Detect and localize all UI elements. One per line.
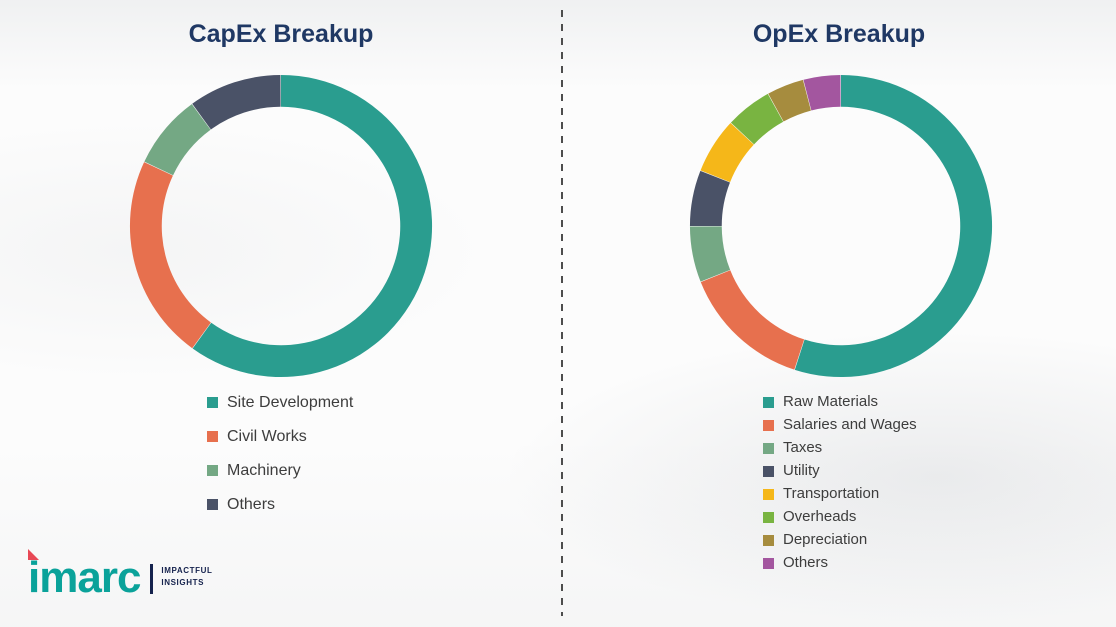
legend-item: Salaries and Wages: [763, 416, 917, 434]
legend-swatch: [207, 431, 218, 442]
logo-brand-text: imarc: [28, 549, 141, 602]
legend-swatch: [763, 465, 774, 477]
legend-label: Machinery: [227, 462, 301, 479]
legend-label: Civil Works: [227, 428, 307, 445]
legend-item: Taxes: [763, 439, 917, 457]
legend-swatch: [763, 442, 774, 454]
donut-segment: [192, 74, 433, 378]
legend-label: Depreciation: [783, 531, 868, 548]
legend-item: Others: [207, 494, 353, 515]
legend-swatch: [763, 557, 774, 569]
legend-label: Others: [783, 554, 829, 571]
legend-swatch: [763, 511, 774, 523]
legend-swatch: [207, 397, 218, 408]
legend-label: Transportation: [783, 485, 880, 502]
donut-segment: [803, 74, 841, 111]
legend-item: Others: [763, 554, 917, 572]
donut-segment: [144, 104, 211, 176]
logo-brand-word: imarc: [28, 553, 141, 602]
donut-segment: [129, 162, 211, 349]
legend-label: Overheads: [783, 508, 857, 525]
logo-tagline-line1: IMPACTFUL: [161, 566, 213, 575]
logo-divider-bar: [150, 564, 154, 594]
legend-swatch: [207, 499, 218, 510]
legend-item: Depreciation: [763, 531, 917, 549]
donut-segment: [700, 122, 754, 183]
legend-label: Taxes: [783, 439, 823, 456]
legend-label: Site Development: [227, 394, 354, 411]
logo-tagline-line2: INSIGHTS: [161, 577, 205, 587]
opex-chart-title: OpEx Breakup: [752, 20, 926, 48]
donut-segment: [730, 93, 784, 145]
donut-segment: [192, 74, 281, 130]
legend-item: Transportation: [763, 485, 917, 503]
capex-chart-title: CapEx Breakup: [188, 20, 374, 48]
legend-item: Utility: [763, 462, 917, 480]
logo-triangle-icon: [28, 549, 39, 560]
legend-swatch: [763, 396, 774, 408]
opex-donut-chart: [682, 67, 1000, 385]
legend-label: Utility: [783, 462, 820, 479]
legend-swatch: [763, 488, 774, 500]
donut-segment: [689, 226, 731, 282]
opex-legend: Raw Materials Salaries and Wages Taxes U…: [763, 393, 917, 577]
donut-segment: [768, 79, 811, 122]
vertical-dashed-divider: [561, 10, 563, 616]
legend-item: Site Development: [207, 392, 353, 413]
imarc-logo: imarc IMPACTFUL INSIGHTS: [28, 549, 212, 602]
legend-label: Others: [227, 496, 276, 513]
donut-segment: [689, 170, 730, 226]
legend-swatch: [763, 534, 774, 546]
legend-swatch: [207, 465, 218, 476]
capex-legend: Site Development Civil Works Machinery O…: [207, 392, 353, 528]
legend-item: Civil Works: [207, 426, 353, 447]
legend-label: Salaries and Wages: [783, 416, 917, 433]
legend-label: Raw Materials: [783, 393, 879, 410]
donut-segment: [794, 74, 993, 378]
capex-donut-chart: [122, 67, 440, 385]
legend-item: Overheads: [763, 508, 917, 526]
legend-item: Machinery: [207, 460, 353, 481]
donut-segment: [700, 270, 805, 370]
logo-tagline: IMPACTFUL INSIGHTS: [161, 565, 212, 588]
legend-swatch: [763, 419, 774, 431]
legend-item: Raw Materials: [763, 393, 917, 411]
